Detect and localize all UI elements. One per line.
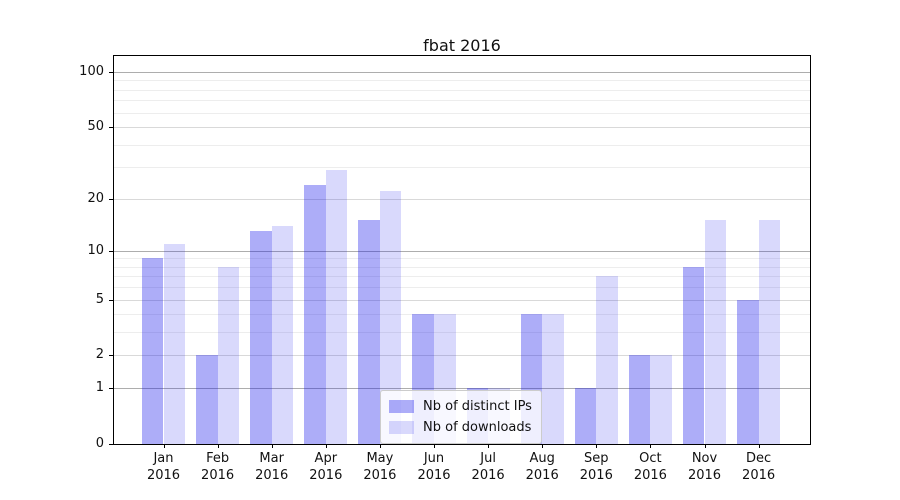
bar-sep-distinct-ips xyxy=(574,388,597,444)
bar-apr-downloads xyxy=(325,169,348,444)
x-tick-aug xyxy=(542,444,544,448)
bar-dec-distinct-ips xyxy=(737,299,759,444)
bar-nov-downloads xyxy=(704,220,727,444)
x-tick-oct xyxy=(650,444,652,448)
x-tick-label-jun: Jun 2016 xyxy=(417,451,451,483)
y-tick-label-0: 0 xyxy=(95,436,104,451)
x-tick-sep xyxy=(596,444,598,448)
gridline-minor-9 xyxy=(114,258,810,260)
bar-dec-downloads xyxy=(758,220,781,444)
x-tick-jun xyxy=(434,444,435,448)
bar-may-distinct-ips xyxy=(358,220,380,444)
legend-label-downloads: Nb of downloads xyxy=(423,420,532,435)
x-tick-label-mar: Mar 2016 xyxy=(255,451,289,483)
gridline-minor-4 xyxy=(114,314,810,316)
x-tick-may xyxy=(379,444,381,448)
gridline-10 xyxy=(114,250,810,252)
y-tick-label-1: 1 xyxy=(95,380,104,396)
gridline-20 xyxy=(114,198,810,200)
y-tick-1 xyxy=(109,388,114,389)
y-tick-5 xyxy=(109,300,114,301)
y-tick-label-100: 100 xyxy=(79,63,104,79)
x-tick-label-feb: Feb 2016 xyxy=(201,451,235,483)
y-tick-label-5: 5 xyxy=(95,291,104,307)
bar-oct-distinct-ips xyxy=(628,355,651,444)
bar-jan-downloads xyxy=(163,243,186,444)
x-tick-label-oct: Oct 2016 xyxy=(633,451,667,483)
x-tick-label-jul: Jul 2016 xyxy=(471,451,505,483)
gridline-minor-7 xyxy=(114,276,810,278)
legend: Nb of distinct IPs Nb of downloads xyxy=(380,390,542,444)
legend-swatch-distinct-ips xyxy=(389,400,414,413)
bar-mar-distinct-ips xyxy=(250,231,272,444)
x-tick-label-aug: Aug 2016 xyxy=(525,451,559,483)
gridline-50 xyxy=(114,127,810,128)
bar-oct-downloads xyxy=(650,355,672,444)
y-tick-100 xyxy=(109,72,114,73)
bar-feb-distinct-ips xyxy=(196,355,218,444)
x-tick-apr xyxy=(325,444,327,448)
gridline-minor-6 xyxy=(114,287,810,289)
gridline-minor-90 xyxy=(114,80,810,82)
bar-feb-downloads xyxy=(217,266,240,444)
chart-title: fbat 2016 xyxy=(423,36,501,55)
gridline-minor-70 xyxy=(114,100,810,102)
gridline-5 xyxy=(114,299,810,301)
bar-aug-downloads xyxy=(542,314,564,444)
gridline-minor-3 xyxy=(114,332,810,334)
bar-mar-downloads xyxy=(271,225,294,444)
y-tick-label-2: 2 xyxy=(95,347,104,363)
x-tick-nov xyxy=(704,444,706,448)
x-tick-mar xyxy=(271,444,273,448)
bar-nov-distinct-ips xyxy=(682,266,705,444)
x-tick-label-apr: Apr 2016 xyxy=(309,451,343,483)
gridline-2 xyxy=(114,355,810,357)
bar-may-downloads xyxy=(379,191,402,444)
gridline-minor-80 xyxy=(114,89,810,91)
x-tick-label-jan: Jan 2016 xyxy=(146,451,181,483)
legend-item-downloads: Nb of downloads xyxy=(389,417,532,438)
gridline-1 xyxy=(114,388,810,390)
x-tick-feb xyxy=(217,444,219,448)
bar-sep-downloads xyxy=(596,276,618,444)
y-tick-50 xyxy=(109,127,114,128)
y-tick-label-50: 50 xyxy=(87,119,104,134)
y-tick-0 xyxy=(109,444,114,445)
y-tick-label-20: 20 xyxy=(87,190,104,206)
x-tick-dec xyxy=(758,444,760,448)
x-tick-jul xyxy=(488,444,490,448)
legend-label-distinct-ips: Nb of distinct IPs xyxy=(423,399,532,414)
gridline-100 xyxy=(114,71,810,73)
x-tick-label-nov: Nov 2016 xyxy=(687,451,722,483)
x-tick-label-dec: Dec 2016 xyxy=(742,451,776,483)
plot-area: Nb of distinct IPs Nb of downloads xyxy=(113,55,811,445)
x-tick-jan xyxy=(163,444,165,448)
legend-swatch-downloads xyxy=(389,421,414,434)
gridline-minor-60 xyxy=(114,112,810,114)
legend-item-distinct-ips: Nb of distinct IPs xyxy=(389,396,532,417)
y-tick-label-10: 10 xyxy=(87,242,104,258)
y-tick-10 xyxy=(109,251,114,252)
bar-jan-distinct-ips xyxy=(141,258,164,444)
y-tick-20 xyxy=(109,199,114,200)
gridline-minor-30 xyxy=(114,167,810,169)
y-tick-2 xyxy=(109,355,114,356)
gridline-minor-8 xyxy=(114,266,810,268)
x-tick-label-sep: Sep 2016 xyxy=(579,451,613,483)
x-tick-label-may: May 2016 xyxy=(363,451,397,483)
gridline-minor-40 xyxy=(114,144,810,146)
bar-apr-distinct-ips xyxy=(304,184,326,444)
